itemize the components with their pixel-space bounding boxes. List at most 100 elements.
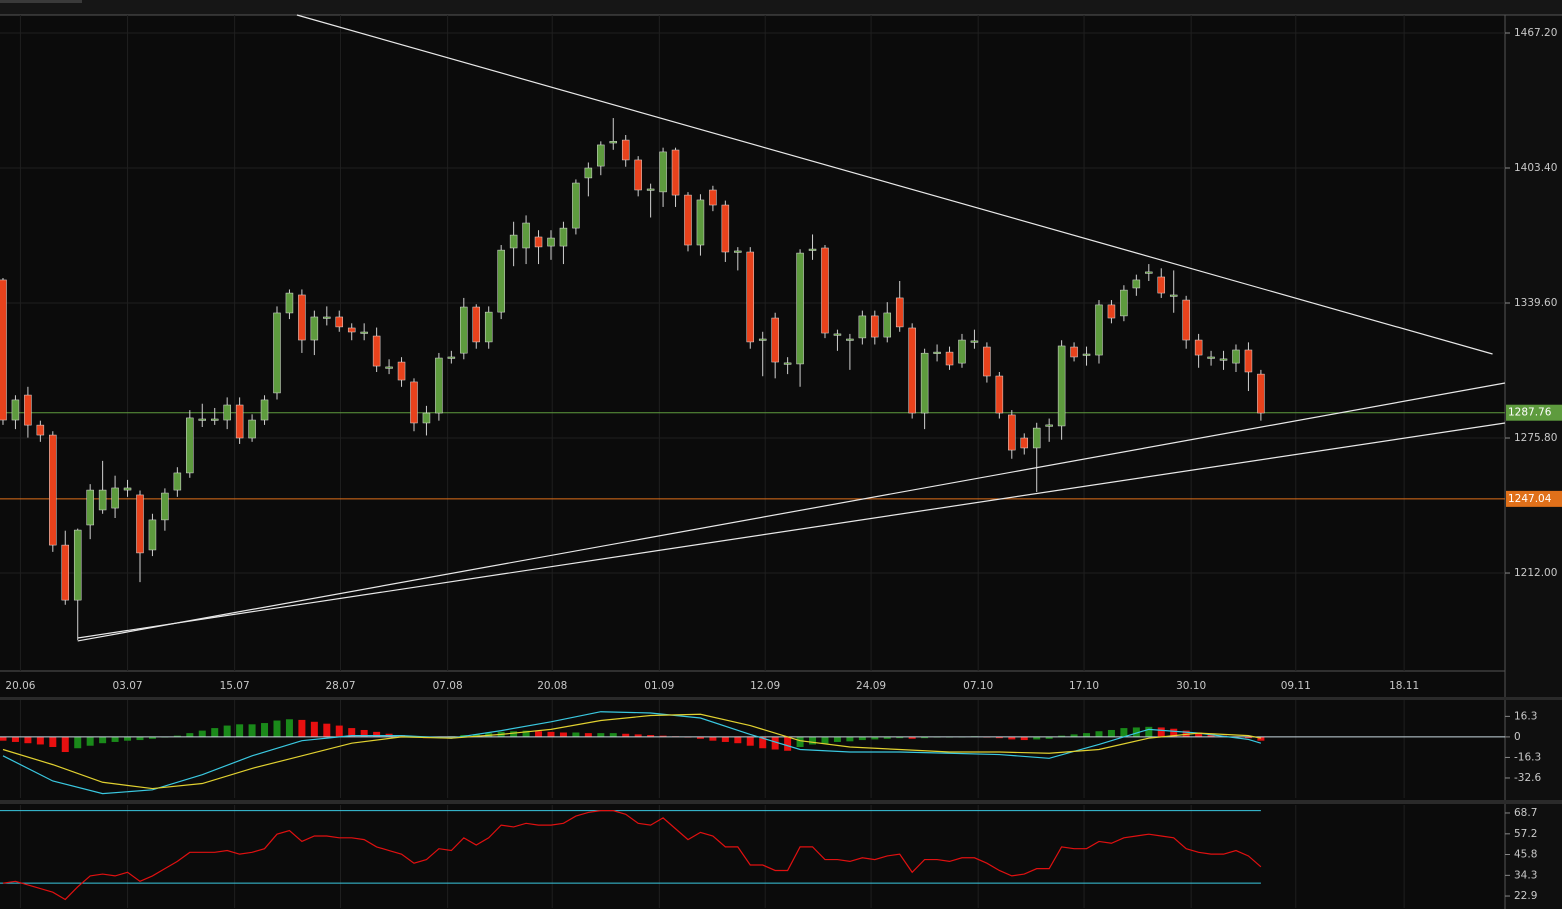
x-tick-label: 20.08 (537, 680, 567, 692)
histogram-bar (11, 736, 19, 742)
histogram-bar (634, 734, 642, 737)
histogram-bar (759, 736, 767, 749)
y-tick-label: 45.8 (1514, 849, 1537, 861)
histogram-bar (659, 735, 667, 737)
candle-body (310, 316, 319, 341)
y-tick-label: 22.9 (1514, 890, 1537, 902)
histogram-bar (771, 736, 779, 750)
histogram-bar (335, 725, 343, 737)
candle-body (1032, 427, 1041, 449)
candle-body (484, 311, 493, 343)
trend-line (296, 14, 1493, 355)
histogram-bar (1070, 734, 1078, 737)
histogram-bar (1045, 736, 1053, 739)
histogram-bar (784, 736, 792, 751)
candle-body (148, 519, 157, 551)
histogram-bar (49, 736, 57, 747)
histogram-bar (1058, 735, 1066, 737)
candle-body (248, 419, 256, 439)
candle-body (1207, 356, 1215, 359)
histogram-bar (86, 736, 94, 746)
candle-body (945, 351, 954, 366)
candle-body (422, 412, 431, 424)
histogram-bar (1207, 734, 1215, 737)
histogram-bar (248, 724, 256, 737)
candle-body (983, 346, 991, 377)
y-tick-label: 0 (1514, 731, 1521, 743)
candle-body (758, 338, 767, 341)
histogram-bar (99, 736, 107, 744)
histogram-bar (24, 736, 32, 744)
candle-body (858, 315, 867, 339)
candle-body (970, 340, 979, 343)
histogram-bar (883, 736, 891, 739)
histogram-bar (1145, 726, 1153, 737)
candle-body (1045, 424, 1053, 427)
histogram-bar (1095, 731, 1103, 737)
top-tab (0, 0, 82, 3)
candle-body (123, 487, 132, 491)
candle-body (460, 306, 468, 354)
histogram-bar (647, 735, 655, 737)
candle-body (0, 279, 7, 421)
x-tick-label: 09.11 (1281, 680, 1311, 692)
histogram-bar (0, 736, 7, 741)
candle-body (111, 487, 119, 509)
candle-body (783, 362, 792, 365)
candle-body (98, 489, 107, 511)
y-tick-label: -16.3 (1514, 751, 1541, 763)
candle-body (621, 139, 630, 161)
candle-body (223, 404, 231, 421)
candle-body (136, 494, 144, 554)
histogram-bar (510, 731, 518, 737)
candle-body (871, 315, 879, 338)
candle-body (347, 327, 356, 333)
histogram-bar (1008, 736, 1016, 740)
candle-body (435, 357, 443, 414)
histogram-bar (36, 736, 44, 745)
candle-body (746, 251, 755, 343)
candle-body (173, 472, 182, 491)
histogram-bar (734, 736, 742, 744)
panel-separator (0, 800, 1562, 804)
histogram-bar (173, 735, 181, 737)
candle-body (1169, 294, 1178, 297)
x-tick-label: 07.10 (963, 680, 993, 692)
candle-body (1219, 358, 1228, 361)
histogram-bar (809, 736, 817, 745)
candle-body (1107, 304, 1116, 319)
candle-body (1082, 353, 1091, 356)
candle-body (1120, 289, 1128, 317)
candle-body (1095, 304, 1103, 356)
candle-body (734, 250, 742, 253)
price-label: 1287.76 (1508, 407, 1552, 419)
histogram-bar (522, 730, 530, 737)
histogram-bar (721, 736, 729, 742)
histogram-bar (136, 736, 144, 741)
candle-body (920, 352, 929, 414)
candle-body (1070, 346, 1078, 358)
histogram-bar (1120, 728, 1128, 737)
candle-body (895, 297, 904, 328)
y-tick-label: 68.7 (1514, 807, 1537, 819)
y-tick-label: 16.3 (1514, 710, 1537, 722)
candle-body (1132, 279, 1141, 289)
histogram-bar (285, 719, 293, 737)
candle-body (1008, 414, 1016, 451)
indicator-line (2, 711, 1262, 795)
candle-body (210, 418, 219, 421)
histogram-bar (198, 730, 206, 737)
candle-body (696, 199, 705, 246)
histogram-bar (1182, 730, 1190, 737)
x-tick-label: 18.11 (1389, 680, 1419, 692)
histogram-bar (696, 736, 704, 739)
candle-body (572, 182, 580, 229)
candle-body (933, 351, 941, 354)
histogram-bar (1107, 729, 1115, 737)
candle-body (597, 144, 605, 167)
candle-body (1257, 373, 1265, 414)
histogram-bar (584, 733, 592, 737)
candle-body (833, 333, 842, 336)
candle-body (721, 204, 730, 253)
